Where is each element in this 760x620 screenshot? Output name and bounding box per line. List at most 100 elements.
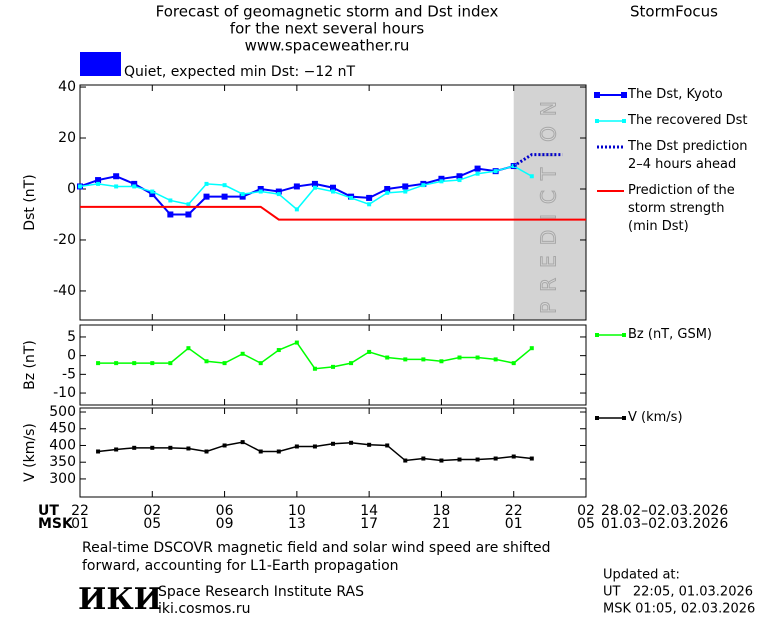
point — [312, 366, 317, 371]
x-tick-label: 21 — [433, 516, 451, 532]
plot-frame — [79, 407, 587, 498]
point — [439, 179, 444, 184]
subtitle: for the next several hours — [230, 20, 425, 38]
point — [150, 445, 155, 450]
x-tick-label: 01 — [71, 516, 89, 532]
x-tick-label: 06 — [216, 503, 234, 519]
point — [257, 185, 264, 192]
point — [475, 457, 480, 462]
point — [511, 454, 516, 459]
legend-swatch — [594, 92, 600, 98]
point — [493, 357, 498, 362]
point — [529, 174, 534, 179]
point — [511, 361, 516, 366]
updated-msk: MSK 01:05, 02.03.2026 — [603, 602, 755, 617]
point — [367, 349, 372, 354]
legend-label: V (km/s) — [628, 410, 683, 425]
point — [349, 195, 354, 200]
y-tick-label: 20 — [58, 130, 76, 146]
point — [113, 173, 120, 180]
point — [114, 184, 119, 189]
point — [167, 211, 174, 218]
y-tick-label: 5 — [67, 329, 76, 345]
point — [331, 189, 335, 194]
point — [185, 211, 192, 218]
point — [240, 440, 245, 445]
point — [312, 444, 317, 449]
point — [222, 443, 227, 448]
point — [456, 173, 463, 180]
point — [294, 207, 299, 212]
point — [203, 193, 210, 200]
point — [421, 357, 426, 362]
point — [276, 348, 281, 353]
brand: StormFocus — [630, 3, 718, 21]
point — [384, 185, 391, 192]
institute: Space Research Institute RAS — [158, 584, 364, 600]
point — [150, 361, 155, 366]
point — [168, 445, 173, 450]
x-tick-label: 18 — [433, 503, 451, 519]
legend-label: The Dst, Kyoto — [628, 87, 723, 102]
legend-label: Bz (nT, GSM) — [628, 327, 713, 342]
point — [132, 361, 137, 366]
point — [204, 359, 209, 364]
point — [276, 192, 281, 197]
point — [114, 361, 119, 366]
point — [95, 177, 102, 184]
point — [186, 446, 191, 451]
point — [349, 361, 354, 366]
point — [311, 180, 318, 187]
x-tick-label: 14 — [360, 503, 378, 519]
x-tick-label: 22 — [71, 503, 89, 519]
x-tick-label: 13 — [288, 516, 306, 532]
y-tick-label: -10 — [53, 385, 76, 401]
series-line — [80, 205, 586, 221]
msk-range: 01.03–02.03.2026 — [601, 516, 728, 532]
legend-swatch — [622, 416, 626, 420]
point — [330, 184, 336, 191]
point — [475, 171, 480, 176]
point — [385, 190, 390, 195]
point — [275, 188, 282, 195]
x-tick-label: 02 — [577, 503, 595, 519]
point — [331, 364, 335, 369]
point — [403, 357, 408, 362]
status-box — [80, 52, 121, 76]
point — [96, 361, 101, 366]
series-line — [512, 153, 563, 168]
legend-swatch — [595, 416, 599, 420]
x-tick-label: 02 — [143, 503, 161, 519]
point — [131, 180, 138, 187]
point — [186, 346, 191, 351]
point — [331, 441, 335, 446]
legend-swatch — [621, 92, 627, 98]
x-tick-label: 17 — [360, 516, 378, 532]
point — [457, 355, 462, 360]
status-text: Quiet, expected min Dst: −12 nT — [124, 64, 356, 80]
point — [258, 449, 263, 454]
point — [421, 456, 426, 461]
x-tick-label: 22 — [505, 503, 523, 519]
y-tick-label: -20 — [53, 232, 76, 248]
point — [132, 184, 137, 189]
point — [294, 340, 299, 345]
updated-ut: UT 22:05, 01.03.2026 — [603, 585, 753, 600]
point — [222, 361, 227, 366]
msk-label: MSK — [38, 516, 74, 532]
y-axis-label: Dst (nT) — [22, 174, 38, 230]
x-tick-label: 01 — [505, 516, 523, 532]
y-tick-label: 0 — [67, 181, 76, 197]
series-line — [98, 341, 533, 370]
y-tick-label: 500 — [49, 404, 76, 420]
updated: Updated at: — [603, 568, 680, 583]
y-tick-label: 300 — [49, 471, 76, 487]
point — [132, 445, 137, 450]
point — [294, 444, 299, 449]
x-tick-label: 05 — [577, 516, 595, 532]
point — [438, 175, 445, 182]
point — [222, 183, 227, 188]
point — [367, 442, 372, 447]
